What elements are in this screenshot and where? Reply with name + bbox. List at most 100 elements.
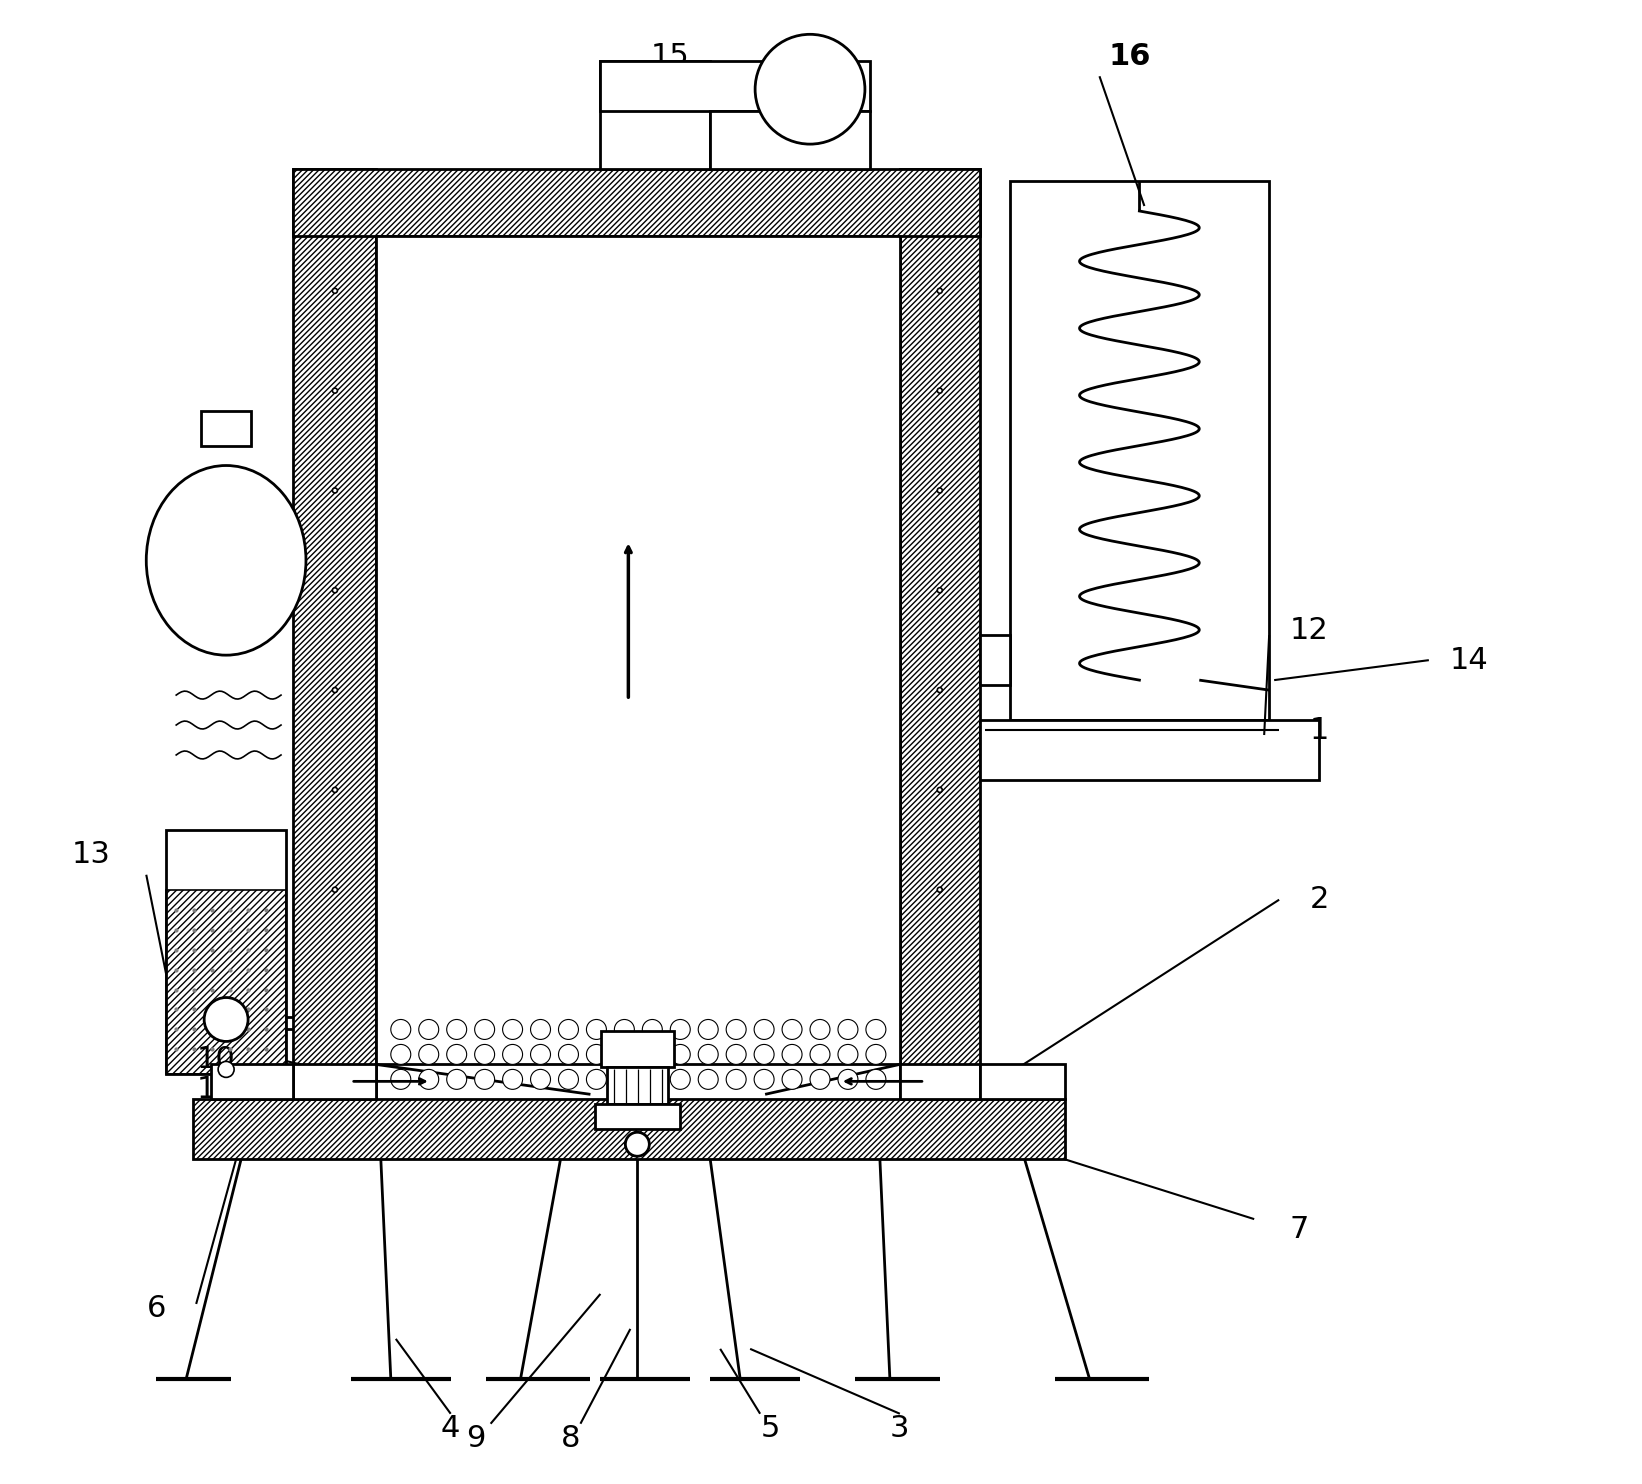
Circle shape: [332, 588, 337, 592]
Bar: [601, 61, 870, 111]
Circle shape: [332, 788, 337, 792]
Circle shape: [475, 1070, 494, 1089]
Circle shape: [670, 1045, 690, 1064]
Circle shape: [419, 1045, 438, 1064]
Circle shape: [614, 1045, 634, 1064]
Bar: [601, 1031, 675, 1067]
Text: 14: 14: [1450, 646, 1488, 675]
Bar: [980, 635, 1010, 686]
Text: 1: 1: [1309, 715, 1328, 745]
Circle shape: [626, 1132, 649, 1156]
Circle shape: [502, 1045, 522, 1064]
Circle shape: [837, 1045, 857, 1064]
Circle shape: [558, 1045, 578, 1064]
Text: 8: 8: [560, 1425, 580, 1453]
Text: 16: 16: [1108, 42, 1151, 71]
Circle shape: [754, 1045, 773, 1064]
Bar: [376, 236, 900, 1064]
Bar: [292, 1064, 376, 1100]
Circle shape: [755, 34, 865, 144]
Text: 9: 9: [466, 1425, 486, 1453]
Circle shape: [558, 1020, 578, 1039]
Circle shape: [782, 1070, 801, 1089]
Circle shape: [475, 1045, 494, 1064]
Circle shape: [332, 288, 337, 294]
Circle shape: [391, 1045, 410, 1064]
Circle shape: [586, 1020, 606, 1039]
Circle shape: [475, 1020, 494, 1039]
Circle shape: [586, 1045, 606, 1064]
Circle shape: [865, 1070, 887, 1089]
Bar: [608, 1067, 668, 1104]
Text: 6: 6: [146, 1294, 166, 1324]
Circle shape: [502, 1070, 522, 1089]
Text: 10: 10: [197, 1045, 235, 1074]
Circle shape: [391, 1020, 410, 1039]
Circle shape: [670, 1070, 690, 1089]
Circle shape: [754, 1070, 773, 1089]
Bar: [900, 1064, 980, 1100]
Circle shape: [391, 1070, 410, 1089]
Bar: [900, 169, 980, 1100]
Circle shape: [865, 1020, 887, 1039]
Bar: [194, 1100, 1064, 1159]
Text: 11: 11: [197, 1074, 235, 1104]
Circle shape: [837, 1070, 857, 1089]
Circle shape: [558, 1070, 578, 1089]
Circle shape: [698, 1020, 718, 1039]
Circle shape: [938, 687, 943, 693]
Circle shape: [332, 488, 337, 493]
Circle shape: [614, 1020, 634, 1039]
Text: 4: 4: [442, 1414, 460, 1444]
Circle shape: [726, 1070, 745, 1089]
Circle shape: [938, 488, 943, 493]
Circle shape: [642, 1070, 662, 1089]
Text: 13: 13: [72, 840, 110, 870]
Circle shape: [419, 1020, 438, 1039]
Circle shape: [810, 1020, 829, 1039]
Ellipse shape: [146, 466, 305, 654]
Circle shape: [447, 1045, 466, 1064]
Bar: [166, 890, 286, 1074]
Circle shape: [642, 1045, 662, 1064]
Bar: [166, 830, 286, 1074]
Circle shape: [332, 687, 337, 693]
Text: 2: 2: [1309, 884, 1328, 914]
Circle shape: [938, 288, 943, 294]
Bar: [1010, 181, 1269, 720]
Circle shape: [332, 389, 337, 393]
Circle shape: [642, 1020, 662, 1039]
Circle shape: [419, 1070, 438, 1089]
Circle shape: [698, 1045, 718, 1064]
Text: 12: 12: [1289, 616, 1328, 644]
Circle shape: [614, 1070, 634, 1089]
Circle shape: [502, 1020, 522, 1039]
Circle shape: [810, 1045, 829, 1064]
Bar: [292, 169, 980, 236]
Circle shape: [837, 1020, 857, 1039]
Bar: [212, 1064, 292, 1100]
Circle shape: [530, 1020, 550, 1039]
Circle shape: [332, 887, 337, 892]
Circle shape: [938, 887, 943, 892]
Bar: [980, 1064, 1064, 1100]
Bar: [596, 1104, 680, 1129]
Text: 5: 5: [760, 1414, 780, 1444]
Bar: [711, 111, 870, 169]
Circle shape: [810, 1070, 829, 1089]
Circle shape: [726, 1045, 745, 1064]
Circle shape: [530, 1070, 550, 1089]
Circle shape: [938, 788, 943, 792]
Circle shape: [938, 588, 943, 592]
Circle shape: [670, 1020, 690, 1039]
Circle shape: [586, 1070, 606, 1089]
Circle shape: [204, 997, 248, 1042]
Circle shape: [698, 1070, 718, 1089]
Circle shape: [782, 1045, 801, 1064]
Circle shape: [447, 1020, 466, 1039]
Circle shape: [447, 1070, 466, 1089]
Text: 7: 7: [1289, 1214, 1309, 1244]
Bar: [980, 720, 1319, 781]
Circle shape: [754, 1020, 773, 1039]
Circle shape: [218, 1061, 235, 1077]
